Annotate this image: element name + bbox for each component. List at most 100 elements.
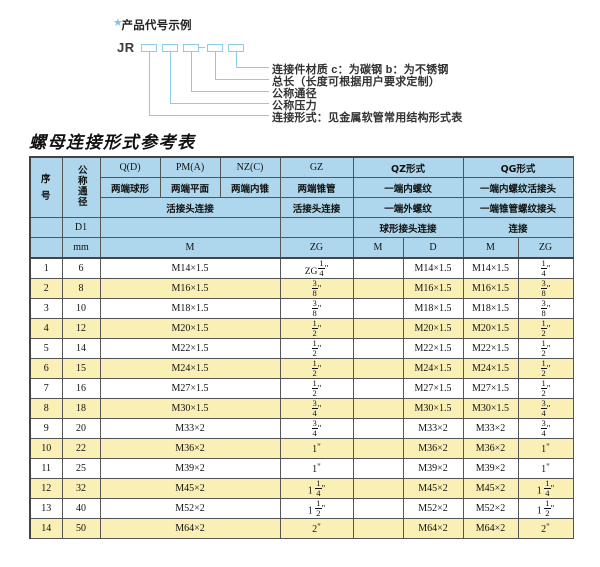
- header-d1-qpmnz-spacer: [99, 217, 281, 238]
- cell-qz-m: [352, 518, 404, 539]
- cell-m-merged: M18×1.5: [99, 298, 281, 319]
- table-row: 13 40 M52×2 1 1 2 " M52×2 M52×2 1 1 2 ": [29, 498, 574, 519]
- header-group-qg: QG形式: [462, 156, 574, 178]
- code-box-1: [141, 44, 157, 52]
- cell-qg-m: M18×1.5: [462, 298, 519, 319]
- header-group-qd: Q(D): [99, 156, 161, 178]
- legend-nominal-pressure: 公称压力: [272, 100, 317, 112]
- header-unit-qg-m: M: [462, 237, 519, 259]
- table-row: 7 16 M27×1.5 1 2 " M27×1.5 M27×1.5 1 2 ": [29, 378, 574, 399]
- cell-seq: 4: [29, 318, 63, 339]
- cell-qg-zg: 3 8 ": [517, 298, 574, 319]
- header-conn-gz: 活接头连接: [279, 197, 354, 218]
- cell-qg-m: M20×1.5: [462, 318, 519, 339]
- cell-qz-d: M27×1.5: [402, 378, 464, 399]
- product-code-heading: ★产品代号示例: [111, 17, 192, 33]
- cell-qg-m: M45×2: [462, 478, 519, 499]
- header-d1-seq-spacer: [29, 217, 63, 238]
- cell-qz-d: M45×2: [402, 478, 464, 499]
- cell-qg-m: M64×2: [462, 518, 519, 539]
- cell-gz-zg: 1": [279, 458, 354, 479]
- code-box-2: [162, 44, 178, 52]
- table-row: 10 22 M36×2 1" M36×2 M36×2 1": [29, 438, 574, 459]
- cell-qg-zg: 1": [517, 458, 574, 479]
- cell-qz-m: [352, 438, 404, 459]
- table-row: 3 10 M18×1.5 3 8 " M18×1.5 M18×1.5 3 8 ": [29, 298, 574, 319]
- header-nominal-bore-label: 公称通径: [75, 165, 87, 207]
- leader-line-pressure-h: [170, 103, 269, 104]
- cell-qz-d: M30×1.5: [402, 398, 464, 419]
- cell-qz-m: [352, 498, 404, 519]
- cell-m-merged: M33×2: [99, 418, 281, 439]
- table-row: 12 32 M45×2 1 1 4 " M45×2 M45×2 1 1 4 ": [29, 478, 574, 499]
- header-nominal-bore: 公称通径: [61, 156, 101, 218]
- cell-m-merged: M45×2: [99, 478, 281, 499]
- cell-seq: 5: [29, 338, 63, 359]
- cell-qg-zg: 1 2 ": [517, 318, 574, 339]
- product-code-diagram: ★ ★产品代号示例 JR 连接件材质 c：为碳钢 b：为不锈钢 总长（长度可根据…: [0, 0, 600, 130]
- cell-qg-zg: 1 4 ": [517, 257, 574, 279]
- legend-nominal-bore: 公称通径: [272, 88, 317, 100]
- cell-gz-zg: 1 2 ": [279, 318, 354, 339]
- header-unit-qz-m: M: [352, 237, 404, 259]
- cell-qz-m: [352, 257, 404, 279]
- table-row: 9 20 M33×2 3 4 " M33×2 M33×2 3 4 ": [29, 418, 574, 439]
- cell-bore: 8: [61, 278, 101, 299]
- cell-qg-zg: 1 1 2 ": [517, 498, 574, 519]
- cell-gz-zg: 2": [279, 518, 354, 539]
- cell-qg-m: M24×1.5: [462, 358, 519, 379]
- cell-qg-m: M16×1.5: [462, 278, 519, 299]
- leader-line-length-h: [215, 79, 269, 80]
- cell-qg-zg: 2": [517, 518, 574, 539]
- cell-qz-m: [352, 338, 404, 359]
- cell-qg-m: M14×1.5: [462, 257, 519, 279]
- cell-qz-d: M18×1.5: [402, 298, 464, 319]
- cell-qz-m: [352, 358, 404, 379]
- cell-m-merged: M24×1.5: [99, 358, 281, 379]
- table-row: 14 50 M64×2 2" M64×2 M64×2 2": [29, 518, 574, 539]
- cell-qg-zg: 1 2 ": [517, 358, 574, 379]
- cell-gz-zg: 3 4 ": [279, 418, 354, 439]
- table-row: 11 25 M39×2 1" M39×2 M39×2 1": [29, 458, 574, 479]
- header-conn-qpmnz: 活接头连接: [99, 197, 281, 218]
- table-row: 8 18 M30×1.5 3 4 " M30×1.5 M30×1.5 3 4 ": [29, 398, 574, 419]
- cell-qg-m: M30×1.5: [462, 398, 519, 419]
- cell-qz-m: [352, 378, 404, 399]
- cell-bore: 14: [61, 338, 101, 359]
- cell-gz-zg: 1": [279, 438, 354, 459]
- cell-gz-zg: 1 2 ": [279, 378, 354, 399]
- cell-qg-zg: 3 8 ": [517, 278, 574, 299]
- cell-seq: 14: [29, 518, 63, 539]
- cell-qz-m: [352, 298, 404, 319]
- cell-qz-d: M64×2: [402, 518, 464, 539]
- code-box-4: [207, 44, 223, 52]
- header-ball-joint-qg: 连接: [462, 217, 574, 238]
- cell-qz-d: M22×1.5: [402, 338, 464, 359]
- cell-qz-m: [352, 458, 404, 479]
- code-dash-separator: [198, 47, 205, 49]
- header-ball-joint-qz: 球形接头连接: [352, 217, 464, 238]
- cell-qg-zg: 3 4 ": [517, 398, 574, 419]
- header-row-units: mm M ZG M D M ZG: [29, 237, 574, 259]
- cell-m-merged: M20×1.5: [99, 318, 281, 339]
- nut-connection-spec-table: 序 号 公称通径 Q(D) PM(A) NZ(C) GZ QZ形式 QG形式 两…: [29, 156, 574, 539]
- header-seq-line2: 号: [40, 190, 52, 202]
- header-d1: D1: [61, 217, 101, 238]
- code-box-5: [228, 44, 244, 52]
- cell-seq: 10: [29, 438, 63, 459]
- leader-line-bore-h: [191, 91, 269, 92]
- cell-bore: 10: [61, 298, 101, 319]
- cell-bore: 18: [61, 398, 101, 419]
- cell-bore: 12: [61, 318, 101, 339]
- header-conn-qg: 一端锥管螺纹接头: [462, 197, 574, 218]
- header-d1-gz-spacer: [279, 217, 354, 238]
- cell-qz-m: [352, 318, 404, 339]
- cell-qz-d: M14×1.5: [402, 257, 464, 279]
- header-desc-qg: 一端内螺纹活接头: [462, 177, 574, 198]
- header-row-codes: 序 号 公称通径 Q(D) PM(A) NZ(C) GZ QZ形式 QG形式: [29, 156, 574, 218]
- header-desc-qz: 一端内螺纹: [352, 177, 464, 198]
- header-group-pma: PM(A): [159, 156, 221, 178]
- cell-m-merged: M36×2: [99, 438, 281, 459]
- header-group-qz: QZ形式: [352, 156, 464, 178]
- header-unit-seq-spacer: [29, 237, 63, 259]
